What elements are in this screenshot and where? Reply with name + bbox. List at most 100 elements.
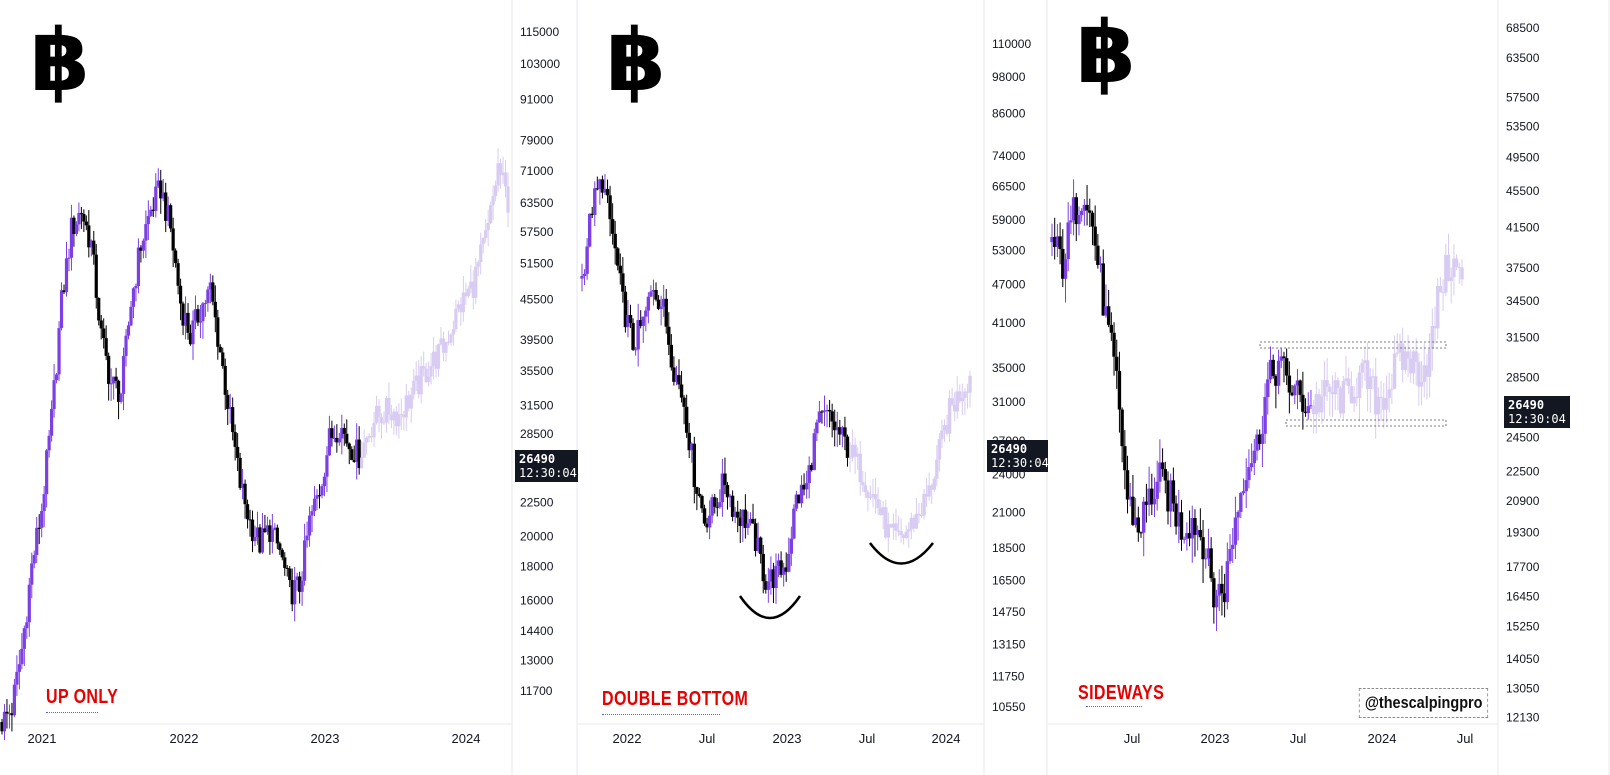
candle-body	[787, 553, 791, 572]
candle-body	[67, 257, 71, 259]
candle-body	[1093, 226, 1097, 246]
y-tick-label: 45500	[520, 292, 554, 306]
candle-body	[758, 537, 763, 554]
candle-body	[59, 290, 64, 329]
projection-candle	[866, 492, 870, 498]
y-tick-label: 63500	[1506, 51, 1540, 65]
projection-candle	[917, 513, 921, 515]
candle-body	[342, 427, 346, 434]
projection-candle	[1328, 386, 1332, 392]
candle-body	[707, 515, 712, 528]
candle-body	[176, 263, 180, 286]
candle-body	[789, 538, 794, 554]
projection-candle	[858, 453, 862, 483]
candle-body	[802, 484, 806, 490]
candle-body	[211, 282, 215, 302]
projection-candle	[861, 482, 865, 486]
candle-body	[1303, 411, 1308, 414]
candle-body	[1177, 512, 1181, 527]
candle-body	[1147, 488, 1151, 505]
y-tick-label: 19300	[1506, 526, 1540, 540]
candle-body	[1163, 469, 1167, 481]
candle-body	[10, 713, 14, 716]
chart-panel-sideways[interactable]: 68500 63500 57500 53500 49500 45500 41500 37500…	[1048, 0, 1610, 775]
candle-body	[781, 567, 786, 575]
candle-body	[1133, 517, 1138, 525]
projection-candle	[506, 186, 510, 213]
projection-candle	[850, 444, 855, 458]
projection-candle	[1333, 380, 1337, 395]
candle-body	[1220, 583, 1224, 594]
y-tick-label: 66500	[992, 179, 1026, 193]
projection-candle	[459, 304, 463, 313]
projection-candle	[930, 485, 934, 490]
projection-candle	[1452, 258, 1456, 278]
projection-candle	[871, 494, 875, 498]
candle-body	[325, 455, 329, 477]
candle-body	[119, 393, 123, 402]
chart-panel-double-bottom[interactable]: 110000 98000 86000 74000 66500 59000 53000 4700…	[578, 0, 1053, 775]
candle-body	[15, 671, 19, 685]
candle-body	[1287, 375, 1292, 393]
candle-body	[12, 684, 17, 716]
pattern-label: UP ONLY	[46, 686, 119, 708]
candle-body	[52, 380, 56, 410]
candle-body	[0, 722, 4, 732]
chart-svg-double-bottom[interactable]: 110000 98000 86000 74000 66500 59000 53000 4700…	[578, 0, 1048, 775]
candle-body	[240, 483, 245, 488]
projection-candle	[1457, 266, 1462, 268]
y-tick-label: 10550	[992, 700, 1026, 714]
candle-body	[603, 188, 607, 193]
chart-svg-up-only[interactable]: 115000 103000 91000 79000 71000 63500 57500 515…	[0, 0, 578, 775]
y-tick-label: 16000	[520, 594, 554, 608]
candle-body	[1236, 511, 1240, 518]
candle-body	[835, 427, 839, 431]
projection-candle	[1336, 380, 1340, 389]
candle-body	[47, 435, 51, 451]
projection-candle	[1317, 394, 1321, 413]
candle-body	[327, 428, 332, 456]
candle-body	[1193, 518, 1197, 535]
projection-candle	[914, 513, 919, 529]
candle-body	[25, 622, 29, 629]
candle-body	[223, 365, 227, 395]
candle-body	[1214, 595, 1219, 608]
candle-body	[74, 224, 79, 234]
y-tick-label: 51500	[520, 257, 554, 271]
candle-body	[792, 508, 796, 539]
candle-body	[600, 179, 605, 193]
projection-candle	[441, 338, 446, 353]
x-tick-label: 2024	[452, 731, 481, 746]
projection-candle	[958, 391, 962, 402]
y-tick-label: 37500	[1506, 261, 1540, 275]
candle-body	[17, 664, 21, 672]
projection-candle	[896, 530, 901, 532]
projection-candle	[1433, 325, 1437, 329]
candle-body	[107, 355, 111, 384]
projection-candle	[853, 444, 857, 457]
candle-body	[322, 476, 327, 487]
projection-candle	[963, 391, 967, 398]
candle-body	[255, 527, 260, 538]
candle-body	[820, 411, 824, 413]
projection-candle	[884, 507, 888, 538]
candle-body	[161, 192, 165, 199]
chart-svg-sideways[interactable]: 68500 63500 57500 53500 49500 45500 41500 37500…	[1048, 0, 1610, 775]
chart-panel-up-only[interactable]: 115000 103000 91000 79000 71000 63500 57500 515…	[0, 0, 581, 775]
label-underline	[1086, 706, 1142, 707]
candle-body	[695, 487, 699, 494]
projection-candle	[362, 442, 366, 458]
projection-candle	[927, 485, 931, 497]
candle-body	[1306, 406, 1310, 414]
projection-candle	[436, 344, 441, 369]
candle-body	[833, 421, 837, 431]
y-tick-label: 115000	[520, 25, 559, 39]
y-tick-label: 39500	[520, 333, 554, 347]
projection-candle	[1347, 378, 1351, 387]
candle-body	[149, 209, 153, 217]
projection-candle	[1322, 380, 1327, 397]
candle-body	[40, 511, 44, 528]
candle-body	[245, 504, 250, 520]
candle-body	[1123, 446, 1127, 471]
candle-body	[62, 290, 66, 293]
